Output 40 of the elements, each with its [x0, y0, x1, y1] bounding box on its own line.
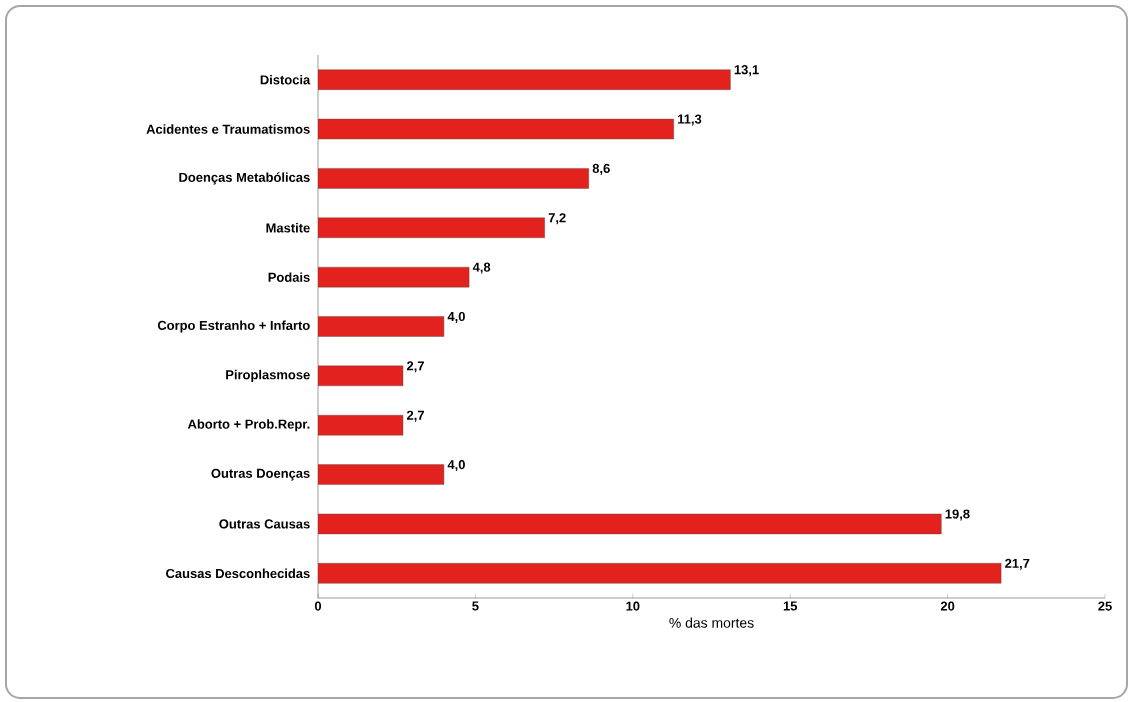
x-tick-label: 0	[314, 601, 322, 611]
y-tick-label: Aborto + Prob.Repr.	[187, 419, 310, 432]
x-tick-label: 25	[1098, 601, 1112, 611]
y-tick-label: Podais	[268, 272, 310, 282]
y-tick-label: Doenças Metabólicas	[179, 172, 310, 185]
data-label: 2,7	[406, 361, 424, 373]
y-tick-label: Distocia	[260, 74, 311, 85]
data-label: 11,3	[678, 114, 702, 126]
bar	[318, 69, 731, 90]
data-label: 4,8	[472, 262, 491, 274]
data-label: 4,0	[447, 311, 465, 323]
y-tick-label: Causas Desconhecidas	[166, 568, 310, 579]
bar	[318, 118, 674, 140]
data-label: 7,2	[548, 213, 566, 225]
bar	[318, 563, 1002, 584]
bar	[318, 168, 589, 189]
bar	[318, 316, 445, 337]
bar	[318, 365, 404, 387]
x-axis-title: % das mortes	[669, 617, 754, 628]
bar	[318, 415, 404, 436]
data-label: 2,7	[406, 410, 424, 422]
y-tick-label: Acidentes e Traumatismos	[146, 124, 310, 134]
x-tick-label: 10	[626, 601, 640, 611]
bar	[318, 513, 942, 535]
data-label: 8,6	[592, 163, 610, 175]
data-label: 4,0	[447, 460, 465, 472]
bar	[318, 217, 545, 238]
y-tick-label: Outras Causas	[219, 519, 310, 529]
x-tick-label: 20	[940, 601, 955, 611]
y-tick-label: Outras Doenças	[211, 468, 310, 481]
bar	[318, 266, 470, 288]
data-label: 13,1	[734, 65, 759, 77]
y-tick-label: Mastite	[266, 223, 310, 233]
y-tick-label: Piroplasmose	[226, 369, 310, 382]
data-label: 21,7	[1005, 558, 1030, 570]
x-tick-label: 5	[472, 601, 479, 611]
y-tick-label: Corpo Estranho + Infarto	[157, 320, 310, 333]
x-tick-label: 15	[783, 601, 798, 611]
data-label: 19,8	[945, 509, 970, 521]
bar	[318, 464, 445, 485]
